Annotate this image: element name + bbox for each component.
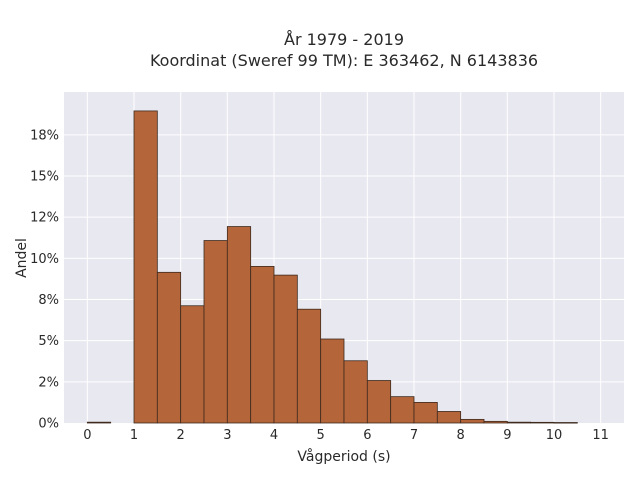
histogram-bar [203, 240, 228, 424]
x-axis-title: Vågperiod (s) [297, 448, 390, 465]
y-tick-label: 10% [30, 252, 59, 267]
histogram-bar [133, 110, 158, 424]
histogram-bar [553, 422, 578, 424]
x-axis-ticks: 0 1 2 3 4 5 6 7 8 9 10 11 [83, 428, 609, 443]
histogram-bar [530, 421, 555, 424]
y-tick-label: 12% [30, 211, 59, 226]
y-tick-label: 2% [38, 375, 59, 390]
histogram-bar [506, 421, 532, 424]
histogram-bar [436, 411, 462, 424]
histogram-bar [250, 265, 275, 424]
histogram-bar [180, 305, 205, 424]
histogram-bars [86, 110, 578, 424]
chart-title-line-2: Koordinat (Sweref 99 TM): E 363462, N 61… [150, 51, 538, 70]
histogram-bar [483, 420, 508, 424]
histogram-bar [413, 402, 438, 424]
histogram-bar [343, 360, 368, 424]
histogram-bar [390, 396, 415, 424]
x-tick-label: 4 [270, 428, 278, 443]
x-tick-label: 1 [130, 428, 138, 443]
histogram-bar [320, 338, 345, 424]
x-tick-label: 2 [177, 428, 185, 443]
y-tick-label: 0% [38, 417, 59, 432]
x-tick-label: 5 [317, 428, 325, 443]
histogram-bar [296, 308, 322, 424]
x-tick-label: 6 [363, 428, 371, 443]
histogram-bar [460, 418, 485, 424]
x-tick-label: 11 [592, 428, 609, 443]
chart-title-line-1: År 1979 - 2019 [284, 30, 404, 49]
histogram-bar [226, 226, 252, 424]
x-tick-label: 9 [503, 428, 511, 443]
y-tick-label: 5% [38, 334, 59, 349]
x-tick-label: 10 [546, 428, 563, 443]
histogram-bar [273, 274, 298, 424]
y-tick-label: 8% [38, 293, 59, 308]
y-axis-title: Andel [14, 238, 30, 278]
x-tick-label: 0 [83, 428, 91, 443]
histogram-bar [366, 380, 392, 424]
y-axis-ticks: 0% 2% 5% 8% 10% 12% 15% 18% [30, 128, 59, 431]
grid-lines [64, 92, 624, 423]
x-tick-label: 3 [223, 428, 231, 443]
x-tick-label: 7 [410, 428, 418, 443]
y-tick-label: 18% [30, 128, 59, 143]
x-tick-label: 8 [457, 428, 465, 443]
histogram-bar [86, 421, 112, 424]
y-tick-label: 15% [30, 169, 59, 184]
histogram-bar [156, 271, 182, 424]
